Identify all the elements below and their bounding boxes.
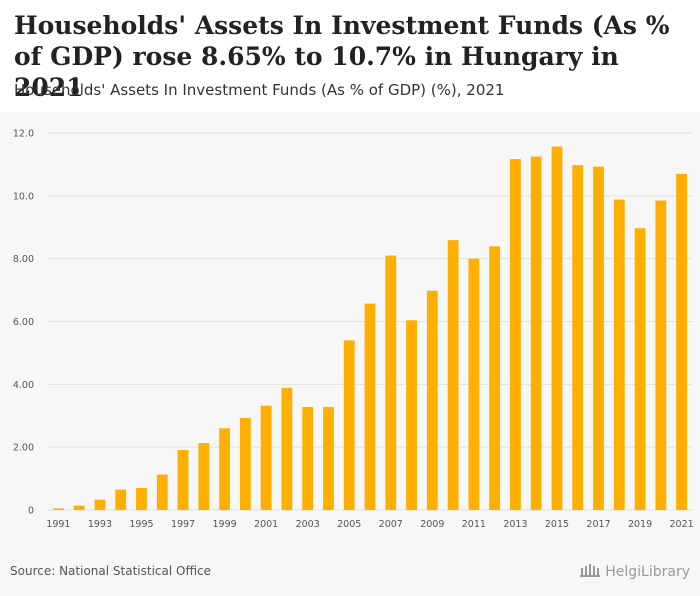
bar-1995[interactable]: [136, 488, 147, 510]
bar-2021[interactable]: [676, 173, 688, 510]
bar-2003[interactable]: [302, 406, 314, 510]
bar-1994[interactable]: [115, 489, 127, 510]
y-tick-label: 4.00: [13, 380, 34, 391]
y-tick-label: 8.00: [13, 254, 34, 265]
bar-2019[interactable]: [634, 228, 646, 510]
bar-1997[interactable]: [177, 449, 189, 510]
helgilibrary-logo[interactable]: HelgiLibrary: [579, 562, 690, 582]
bar-2005[interactable]: [343, 340, 355, 510]
bar-1991[interactable]: [52, 508, 64, 510]
chart-subtitle: Households' Assets In Investment Funds (…: [14, 81, 505, 99]
x-tick-label: 2021: [670, 519, 694, 530]
x-tick-label: 2019: [628, 519, 652, 530]
library-building-icon: [579, 562, 601, 582]
bar-2000[interactable]: [239, 417, 251, 510]
chart-panel: 0 2.00 4.00 6.00 8.00 10.0 12.0 1991 1993 1995 19…: [0, 112, 700, 596]
logo-text: HelgiLibrary: [605, 564, 690, 580]
bar-2013[interactable]: [510, 159, 521, 510]
bar-2012[interactable]: [489, 246, 501, 510]
x-tick-label: 1993: [88, 519, 112, 530]
x-tick-label: 1995: [129, 519, 153, 530]
bar-2015[interactable]: [551, 146, 563, 511]
bar-1996[interactable]: [156, 474, 168, 510]
x-tick-label: 1991: [46, 519, 70, 530]
bar-1999[interactable]: [219, 428, 230, 510]
x-tick-label: 2017: [586, 519, 610, 530]
bar-2004[interactable]: [323, 406, 334, 510]
bar-2001[interactable]: [260, 405, 272, 510]
bar-2009[interactable]: [426, 290, 438, 510]
bar-1992[interactable]: [73, 505, 85, 510]
x-tick-label: 1999: [212, 519, 236, 530]
bar-1998[interactable]: [198, 443, 210, 510]
bar-2011[interactable]: [468, 258, 480, 510]
x-tick-label: 2013: [503, 519, 527, 530]
y-tick-label: 2.00: [13, 443, 34, 454]
chart-title: Households' Assets In Investment Funds (…: [14, 11, 670, 102]
x-tick-label: 2007: [379, 519, 403, 530]
bar-2014[interactable]: [530, 156, 542, 510]
source-note: Source: National Statistical Office: [10, 564, 212, 578]
bar-2006[interactable]: [364, 303, 376, 510]
bar-2010[interactable]: [447, 240, 459, 510]
x-tick-label: 2009: [420, 519, 444, 530]
bar-1993[interactable]: [94, 499, 106, 510]
x-tick-label: 2001: [254, 519, 278, 530]
y-tick-label: 12.0: [13, 129, 34, 140]
bar-2002[interactable]: [281, 387, 293, 510]
y-tick-label: 6.00: [13, 317, 34, 328]
bar-2020[interactable]: [655, 200, 667, 510]
bar-2018[interactable]: [613, 199, 625, 510]
x-tick-label: 2011: [462, 519, 486, 530]
y-tick-label: 10.0: [13, 191, 34, 202]
y-tick-label: 0: [28, 506, 34, 517]
bar-2017[interactable]: [593, 166, 604, 510]
x-tick-label: 2005: [337, 519, 361, 530]
x-axis-ticks: 1991 1993 1995 1997 1999 2001 2003 2005 2007 2009…: [46, 519, 693, 530]
x-tick-label: 2015: [545, 519, 569, 530]
bar-2008[interactable]: [406, 320, 417, 510]
bars: [52, 146, 688, 511]
x-tick-label: 2003: [296, 519, 320, 530]
bar-2016[interactable]: [572, 165, 584, 511]
x-tick-label: 1997: [171, 519, 195, 530]
bar-2007[interactable]: [385, 255, 397, 510]
y-axis-ticks: 0 2.00 4.00 6.00 8.00 10.0 12.0: [13, 129, 34, 517]
